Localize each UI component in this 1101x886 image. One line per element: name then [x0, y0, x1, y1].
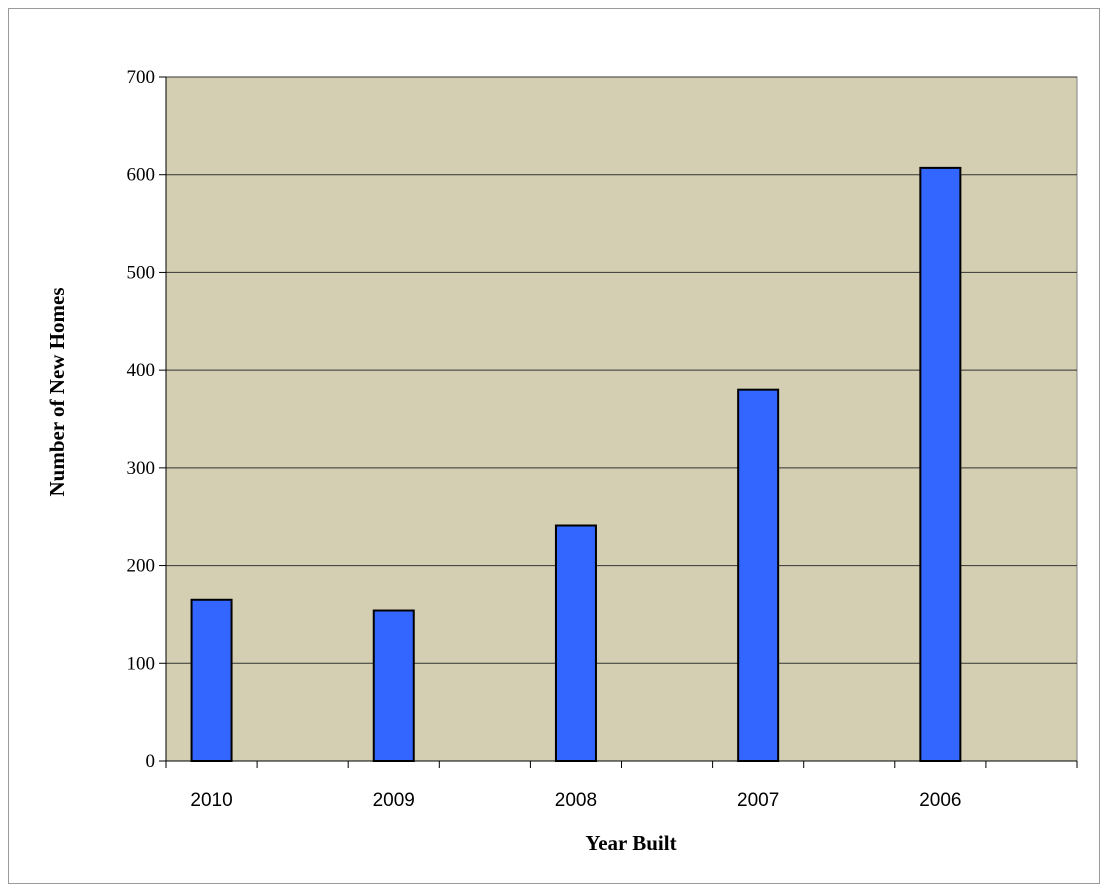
- bar-2010: [190, 598, 233, 762]
- y-tick-label: 200: [127, 556, 156, 577]
- y-axis-title: Number of New Homes: [45, 288, 69, 497]
- bar-2008: [554, 524, 597, 762]
- y-tick-label: 0: [146, 751, 156, 772]
- y-tick-label: 600: [127, 165, 156, 186]
- y-tick-label: 100: [127, 653, 156, 674]
- x-tick-label: 2006: [919, 790, 961, 811]
- x-tick-label: 2008: [555, 790, 597, 811]
- x-axis-title: Year Built: [585, 831, 676, 855]
- x-axis-ticks: 2010 2009 2008 2007 2006: [165, 761, 1078, 811]
- x-tick-label: 2007: [737, 790, 779, 811]
- y-axis-ticks: 0 100 200 300 400 500 600 700: [127, 67, 166, 772]
- x-tick-label: 2010: [190, 790, 232, 811]
- y-tick-label: 300: [127, 458, 156, 479]
- y-tick-label: 500: [127, 262, 156, 283]
- bars: [190, 166, 962, 763]
- y-tick-label: 700: [127, 67, 156, 88]
- bar-2006: [919, 166, 962, 763]
- bar-2009: [372, 609, 415, 763]
- bar-2007: [737, 388, 780, 762]
- x-tick-label: 2009: [373, 790, 415, 811]
- y-tick-label: 400: [127, 360, 156, 381]
